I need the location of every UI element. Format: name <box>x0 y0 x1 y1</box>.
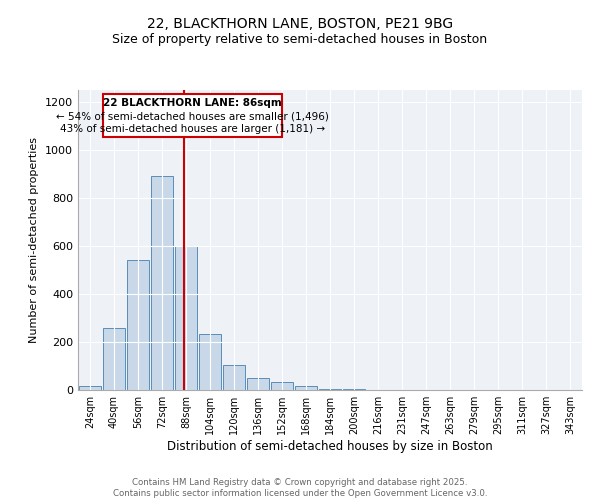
Bar <box>79 386 101 390</box>
Bar <box>127 260 149 390</box>
Bar <box>271 382 293 390</box>
X-axis label: Distribution of semi-detached houses by size in Boston: Distribution of semi-detached houses by … <box>167 440 493 453</box>
Text: 43% of semi-detached houses are larger (1,181) →: 43% of semi-detached houses are larger (… <box>60 124 325 134</box>
Bar <box>175 246 197 390</box>
Text: 22, BLACKTHORN LANE, BOSTON, PE21 9BG: 22, BLACKTHORN LANE, BOSTON, PE21 9BG <box>147 18 453 32</box>
Bar <box>295 386 317 390</box>
Text: Contains HM Land Registry data © Crown copyright and database right 2025.
Contai: Contains HM Land Registry data © Crown c… <box>113 478 487 498</box>
Bar <box>151 176 173 390</box>
Bar <box>319 389 341 390</box>
Bar <box>103 328 125 390</box>
Bar <box>247 378 269 390</box>
Text: 22 BLACKTHORN LANE: 86sqm: 22 BLACKTHORN LANE: 86sqm <box>103 98 282 108</box>
FancyBboxPatch shape <box>103 94 282 137</box>
Y-axis label: Number of semi-detached properties: Number of semi-detached properties <box>29 137 40 343</box>
Text: Size of property relative to semi-detached houses in Boston: Size of property relative to semi-detach… <box>112 32 488 46</box>
Bar <box>343 389 365 390</box>
Bar <box>223 365 245 390</box>
Bar <box>199 334 221 390</box>
Text: ← 54% of semi-detached houses are smaller (1,496): ← 54% of semi-detached houses are smalle… <box>56 112 329 122</box>
